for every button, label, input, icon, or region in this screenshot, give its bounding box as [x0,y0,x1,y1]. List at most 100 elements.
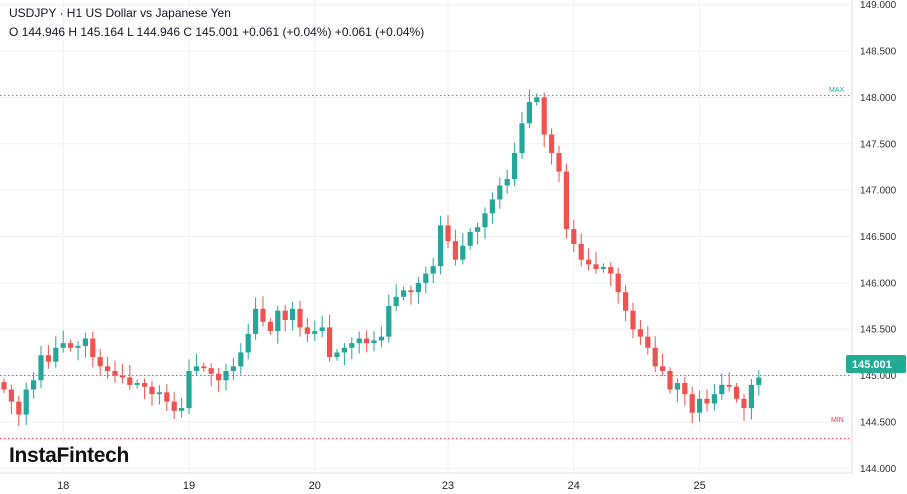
min-label: MIN [831,417,844,424]
candle [719,373,725,401]
price-axis[interactable]: 144.000 144.500 145.000 145.500 146.000 146.5… [860,0,897,475]
candle [489,192,495,224]
candle [371,331,377,352]
candle [615,267,621,304]
candle [726,372,732,392]
candle [208,363,214,387]
candle-body [704,398,710,404]
candle-body [208,368,214,374]
candle [586,248,592,271]
candle [23,382,29,425]
candle-body [223,370,229,381]
current-price-label: 145.001 [852,359,892,371]
candle [253,297,259,340]
candle-body [586,259,592,265]
candle [741,393,747,421]
candle-body [297,308,303,328]
candle [16,395,22,427]
candle [541,92,547,148]
price-tick-label: 147.500 [860,139,897,150]
candle [142,378,148,400]
candle [452,229,458,266]
candle [571,219,577,253]
candle [756,370,762,396]
candle [201,362,207,372]
candle-body [452,241,458,260]
candle-body [526,102,532,124]
candle [267,318,273,335]
candle [356,331,362,354]
candle [512,142,518,187]
candle-body [230,366,236,371]
time-tick-label: 24 [568,480,580,492]
candle [334,348,340,361]
candle-body [364,338,370,344]
candle-body [134,383,140,385]
candle-body [319,327,325,332]
candle [230,358,236,381]
candle [127,364,133,390]
max-label: MAX [829,87,845,94]
candle [645,326,651,355]
candle-body [467,231,473,246]
price-tick-label: 144.500 [860,417,897,428]
candle-body [179,408,185,411]
candle [682,377,688,406]
candle [119,364,125,384]
candle-body [711,394,717,404]
candle-body [260,308,266,322]
candle [297,300,303,337]
candle [186,359,192,415]
candle-body [371,340,377,344]
candle-body [571,229,577,244]
candle-body [16,401,22,415]
candle-body [216,373,222,381]
candle-body [756,377,762,385]
symbol-title: USDJPY · H1 US Dollar vs Japanese Yen [9,6,231,20]
candle [290,301,296,331]
candle [112,360,118,383]
candle-body [660,366,666,371]
candle-body [512,153,518,179]
candle-body [615,273,621,293]
candle [660,353,666,376]
candle-body [1,382,7,390]
time-tick-label: 19 [183,480,195,492]
candle-body [630,310,636,330]
candle-body [119,375,125,378]
candle-body [334,352,340,358]
candle-body [645,336,651,348]
candle [734,383,740,403]
candle-body [149,386,155,395]
candle-body [593,264,599,269]
candle-body [68,343,74,348]
candle [364,330,370,353]
candle-body [75,345,81,348]
price-tick-label: 146.000 [860,278,897,289]
candle-body [23,389,29,415]
time-axis[interactable]: 18 19 20 23 24 25 [57,480,706,492]
candle [689,387,695,424]
candle [378,326,384,348]
price-tick-label: 144.000 [860,464,897,475]
time-tick-label: 18 [57,480,69,492]
candle [171,392,177,420]
candle-body [267,321,273,332]
candle-body [408,290,414,293]
time-tick-label: 25 [693,480,705,492]
candle-body [349,343,355,348]
candle [519,111,525,159]
candle [600,263,606,273]
candle-body [386,306,392,337]
candle [53,336,59,368]
candle [8,384,14,415]
candle-body [719,384,725,395]
candle [637,319,643,345]
candle-body [726,384,732,387]
candle-body [734,386,740,399]
candle-body [97,357,103,367]
candle-body [549,134,555,154]
candle [134,379,140,389]
candle-body [393,296,399,307]
